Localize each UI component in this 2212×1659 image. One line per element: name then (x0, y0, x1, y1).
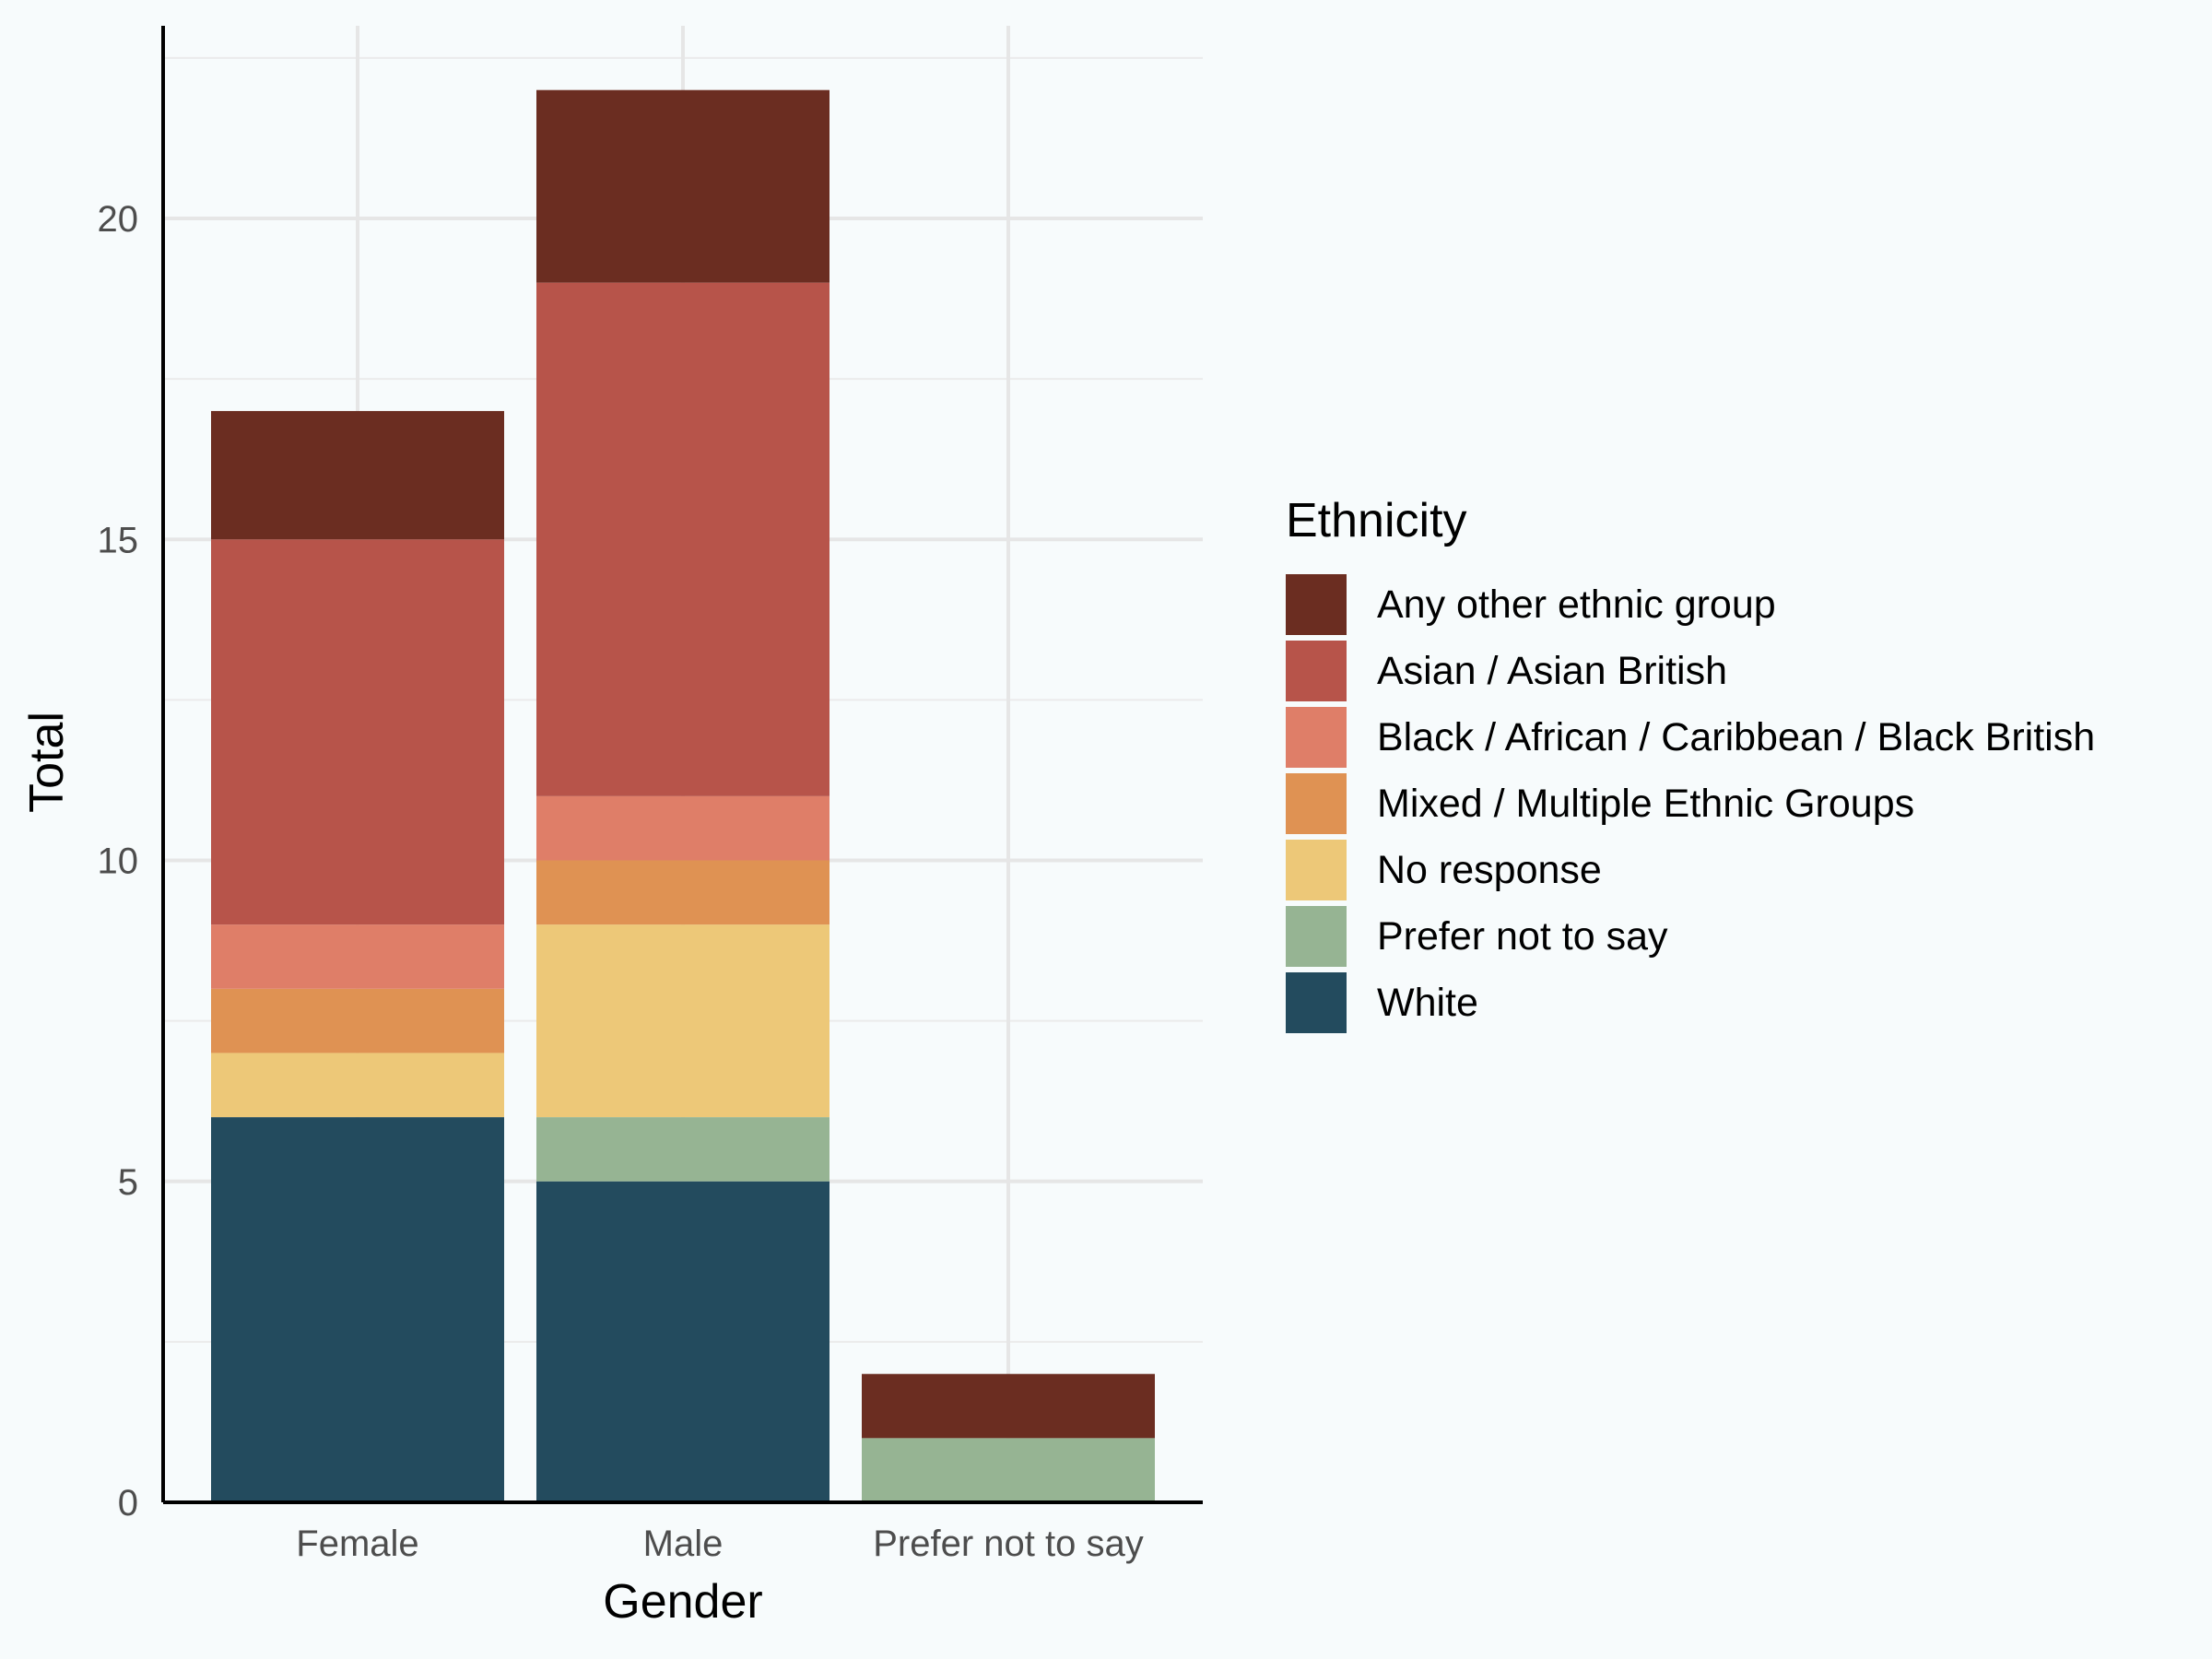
legend-label: Prefer not to say (1377, 914, 1668, 959)
bar-segment (862, 1438, 1155, 1502)
x-tick-label: Female (296, 1524, 418, 1564)
bar-segment (211, 410, 504, 540)
y-tick-label: 10 (98, 841, 139, 882)
y-tick-label: 15 (98, 520, 139, 560)
y-tick-label: 20 (98, 199, 139, 240)
bar-segment (211, 924, 504, 989)
y-tick-label: 0 (118, 1483, 138, 1524)
x-axis-title: Gender (603, 1575, 762, 1629)
bar-segment (536, 1117, 830, 1182)
bar-segment (536, 282, 830, 796)
bars (211, 89, 1155, 1502)
bar-segment (536, 795, 830, 861)
legend-title: Ethnicity (1286, 494, 1467, 547)
bar-segment (536, 860, 830, 925)
legend: Ethnicity Any other ethnic group Asian / … (1286, 494, 2095, 1033)
bar-segment (536, 924, 830, 1118)
legend-label: White (1377, 981, 1478, 1025)
legend-label: No response (1377, 848, 1602, 892)
legend-label: Asian / Asian British (1377, 649, 1727, 693)
bar-segment (536, 1181, 830, 1502)
legend-key (1286, 906, 1347, 967)
legend-label: Any other ethnic group (1377, 582, 1776, 627)
bar-segment (211, 1053, 504, 1118)
bar-segment (862, 1373, 1155, 1439)
legend-label: Mixed / Multiple Ethnic Groups (1377, 782, 1914, 826)
y-axis-title: Total (20, 712, 74, 813)
x-tick-label: Male (643, 1524, 724, 1564)
y-tick-label: 5 (118, 1162, 138, 1203)
legend-key (1286, 641, 1347, 701)
bar-segment (211, 988, 504, 1053)
legend-key (1286, 840, 1347, 900)
bar-segment (211, 539, 504, 925)
legend-key (1286, 773, 1347, 834)
legend-key (1286, 707, 1347, 768)
legend-key (1286, 574, 1347, 635)
x-tick-label: Prefer not to say (873, 1524, 1143, 1564)
bar-segment (211, 1117, 504, 1502)
legend-key (1286, 972, 1347, 1033)
bar-segment (536, 89, 830, 283)
legend-label: Black / African / Caribbean / Black Brit… (1377, 715, 2095, 759)
axes: 0 5 10 15 20 Female Male Prefer not to say (98, 26, 1203, 1564)
